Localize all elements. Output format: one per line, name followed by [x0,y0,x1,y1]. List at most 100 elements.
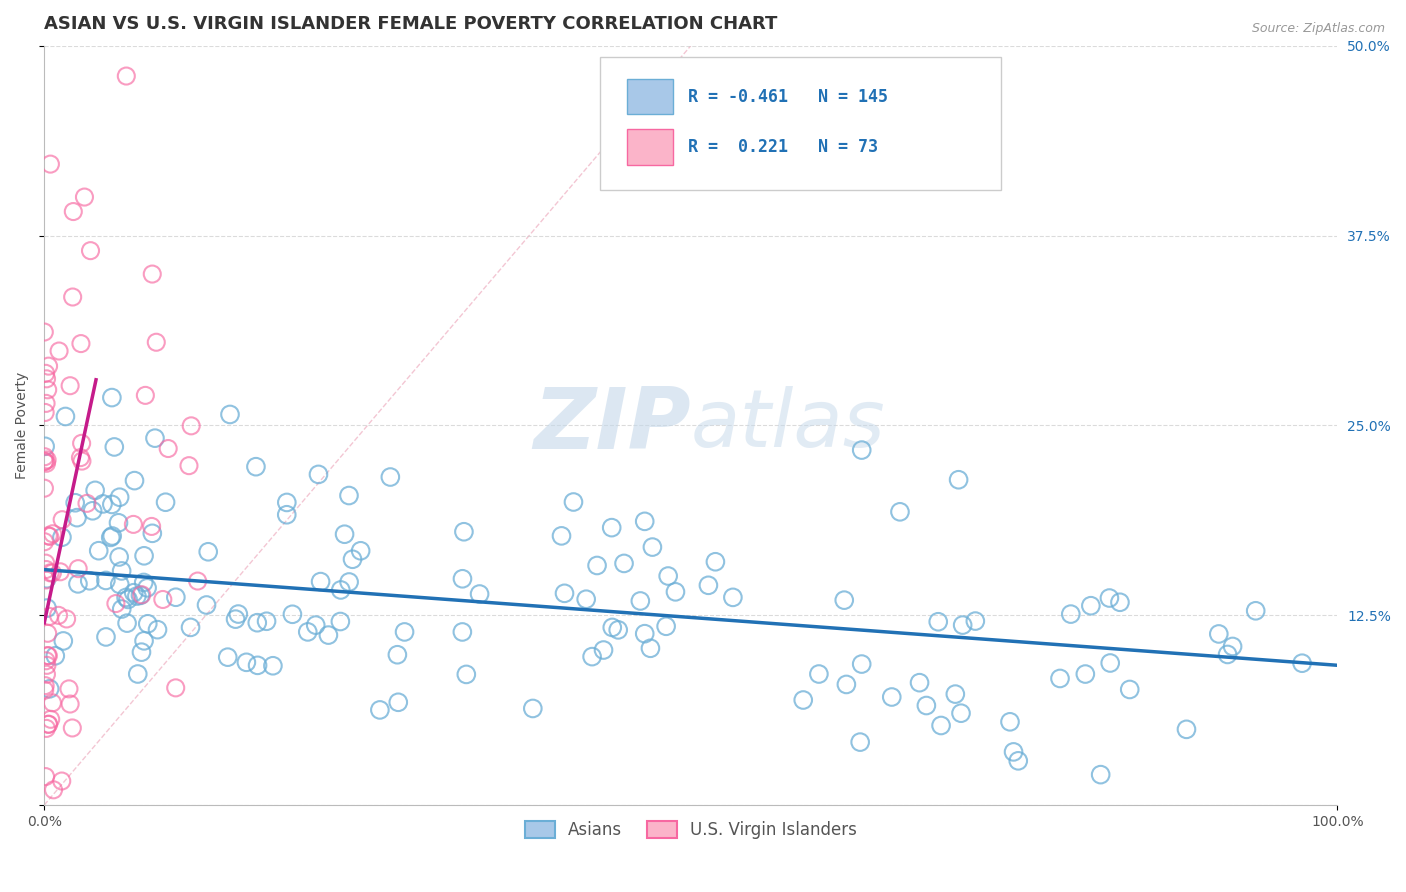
Point [52,634,75,648]
Point [34,439,56,453]
Point [111,564,134,578]
Point [63,496,86,510]
Point [101,391,124,405]
Point [553,586,575,600]
Point [51,513,73,527]
Point [37,626,59,640]
Point [641,540,664,554]
Point [613,557,636,571]
Point [34,325,56,339]
Point [37,648,59,663]
Point [55,409,77,424]
Point [35,667,58,681]
Point [69,450,91,465]
Point [35,562,58,576]
Point [79,574,101,588]
Point [122,585,145,599]
Point [94,574,117,588]
Point [44,648,66,663]
Point [35,658,58,673]
Point [34,534,56,549]
Point [34,556,56,570]
Point [337,489,360,503]
Point [1074,667,1097,681]
Legend: Asians, U.S. Virgin Islanders: Asians, U.S. Virgin Islanders [517,814,863,846]
Point [998,714,1021,729]
Point [1080,599,1102,613]
Point [76,496,98,510]
Point [51,774,73,789]
Point [39,712,62,726]
Point [851,443,873,458]
Point [581,649,603,664]
Point [165,681,187,695]
Point [62,204,84,219]
Point [337,574,360,589]
Point [1208,627,1230,641]
Point [55,612,77,626]
Point [1109,595,1132,609]
Point [950,706,973,721]
Text: Source: ZipAtlas.com: Source: ZipAtlas.com [1251,22,1385,36]
Point [187,574,209,588]
Point [104,597,127,611]
FancyBboxPatch shape [627,78,672,114]
Point [58,681,80,696]
Point [62,290,84,304]
Point [349,543,371,558]
Point [115,616,138,631]
Point [246,658,269,673]
Point [394,624,416,639]
Point [165,591,187,605]
Point [34,679,56,693]
Point [82,504,104,518]
Point [34,367,56,381]
Point [318,628,340,642]
Point [143,431,166,445]
Point [134,388,156,402]
Point [948,473,970,487]
Point [49,565,72,579]
Point [51,530,73,544]
Point [38,529,60,543]
Point [117,592,139,607]
Point [849,735,872,749]
Point [451,624,474,639]
Point [34,405,56,419]
Point [451,572,474,586]
Point [453,524,475,539]
Point [927,615,949,629]
Point [37,717,59,731]
Point [66,510,89,524]
Point [59,378,82,392]
Point [1060,607,1083,621]
Point [155,495,177,509]
Point [952,618,974,632]
Point [37,453,59,467]
Point [73,190,96,204]
Point [100,530,122,544]
Point [262,658,284,673]
Point [34,450,56,464]
Point [127,667,149,681]
Point [38,359,60,373]
Point [235,656,257,670]
Text: atlas: atlas [690,386,886,465]
Point [157,442,180,456]
Text: ZIP: ZIP [533,384,690,467]
Point [550,529,572,543]
Point [108,490,131,504]
Point [1099,656,1122,670]
Point [37,383,59,397]
Point [697,578,720,592]
Point [197,545,219,559]
Point [851,657,873,671]
Point [640,641,662,656]
Point [305,618,328,632]
Y-axis label: Female Poverty: Female Poverty [15,372,30,479]
Point [456,667,478,681]
Point [39,566,62,580]
Point [37,529,59,543]
Point [387,648,409,662]
Point [35,396,58,410]
